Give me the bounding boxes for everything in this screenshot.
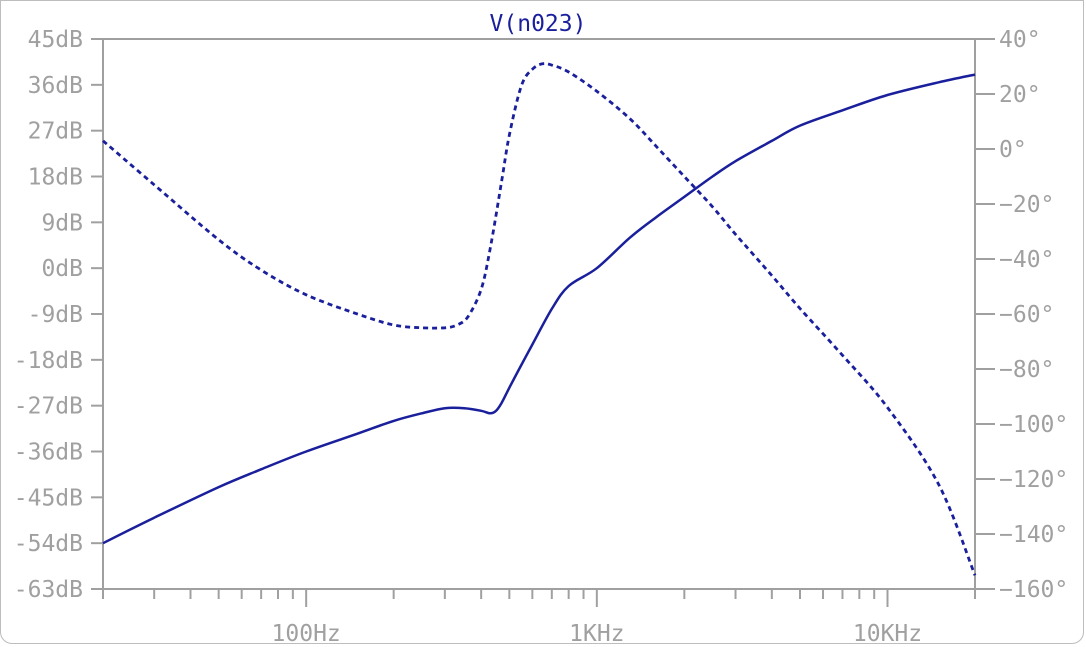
x-axis: 100Hz 1KHz 10KHz xyxy=(102,589,976,647)
y-tick-label: -45dB xyxy=(14,485,83,511)
y2-tick-label: 0° xyxy=(999,137,1027,163)
magnitude-trace xyxy=(102,73,976,545)
y-tick-label: -63dB xyxy=(14,577,83,603)
y-tick-label: 0dB xyxy=(41,256,83,282)
x-tick-label: 10KHz xyxy=(853,621,922,647)
y2-tick-label: −140° xyxy=(999,522,1068,548)
y2-tick-label: −100° xyxy=(999,412,1068,438)
plot-area xyxy=(102,38,976,590)
y2-tick-label: −160° xyxy=(999,577,1068,603)
y2-tick-label: −40° xyxy=(999,247,1054,273)
x-tick-label: 100Hz xyxy=(272,621,341,647)
right-axis: 40° 20° 0° −20° −40° −60° −80° −100° −120° −140° −… xyxy=(975,27,1068,603)
x-tick-label: 1KHz xyxy=(569,621,624,647)
y-tick-label: 27dB xyxy=(28,119,83,145)
y-tick-label: -9dB xyxy=(28,302,83,328)
y2-tick-label: −20° xyxy=(999,192,1054,218)
y-tick-label: 36dB xyxy=(28,73,83,99)
y2-tick-label: 40° xyxy=(999,27,1041,53)
y-tick-label: -36dB xyxy=(14,440,83,466)
y-tick-label: -27dB xyxy=(14,394,83,420)
left-axis: 45dB 36dB 27dB 18dB 9dB 0dB -9dB -18dB -27dB -36d… xyxy=(14,27,103,603)
phase-trace xyxy=(102,62,977,576)
y-tick-label: -18dB xyxy=(14,348,83,374)
y-tick-label: 45dB xyxy=(28,27,83,53)
y-tick-label: -54dB xyxy=(14,531,83,557)
y2-tick-label: 20° xyxy=(999,82,1041,108)
y-tick-label: 9dB xyxy=(41,210,83,236)
traces xyxy=(102,62,977,576)
y-tick-label: 18dB xyxy=(28,165,83,191)
y2-tick-label: −80° xyxy=(999,357,1054,383)
y2-tick-label: −120° xyxy=(999,467,1068,493)
y2-tick-label: −60° xyxy=(999,302,1054,328)
chart-title: V(n023) xyxy=(490,11,587,37)
